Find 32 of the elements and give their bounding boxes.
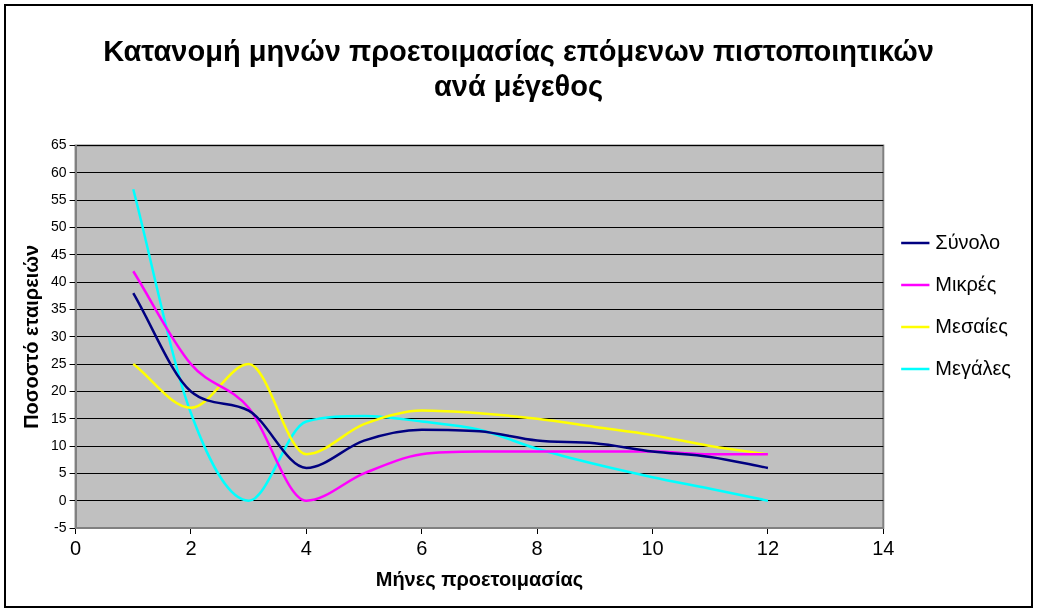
legend-label: Μεσαίες [935,314,1009,337]
y-tick-label: -5 [54,518,67,535]
chart-title: Κατανομή μηνών προετοιμασίας επόμενων πιστοποιητικών ανά μέγεθος [103,35,934,103]
x-tick-label: 12 [756,536,780,559]
y-tick-label: 45 [50,245,67,262]
x-axis-title: Μήνες προετοιμασίας [375,567,584,590]
y-tick-label: 10 [50,436,67,453]
y-tick-label: 60 [50,163,67,180]
legend-label: Μικρές [935,272,997,295]
y-tick-label: 0 [58,491,67,508]
y-tick-label: 20 [50,382,67,399]
x-tick-label: 2 [185,536,197,559]
line-series [132,291,770,470]
legend-label: Μεγάλες [935,356,1012,379]
x-tick-label: 14 [872,536,895,559]
y-tick-label: 35 [50,300,67,317]
y-tick-label: 15 [50,409,67,426]
legend-label: Σύνολο [935,230,1001,253]
line-series [132,188,770,502]
x-tick-label: 4 [300,536,312,559]
y-tick-label: 25 [50,354,67,371]
line-series [132,270,770,502]
y-tick-label: 40 [50,273,67,290]
y-tick-label: 30 [50,327,67,344]
x-tick-label: 6 [416,536,428,559]
y-tick-label: 65 [50,136,67,153]
x-tick-label: 8 [531,536,543,559]
y-tick-label: 55 [50,191,67,208]
x-tick-label: 10 [641,536,664,559]
y-tick-label: 50 [50,218,67,235]
y-tick-label: 5 [58,464,67,481]
y-axis-title: Ποσοστό εταιρειών [19,244,42,429]
